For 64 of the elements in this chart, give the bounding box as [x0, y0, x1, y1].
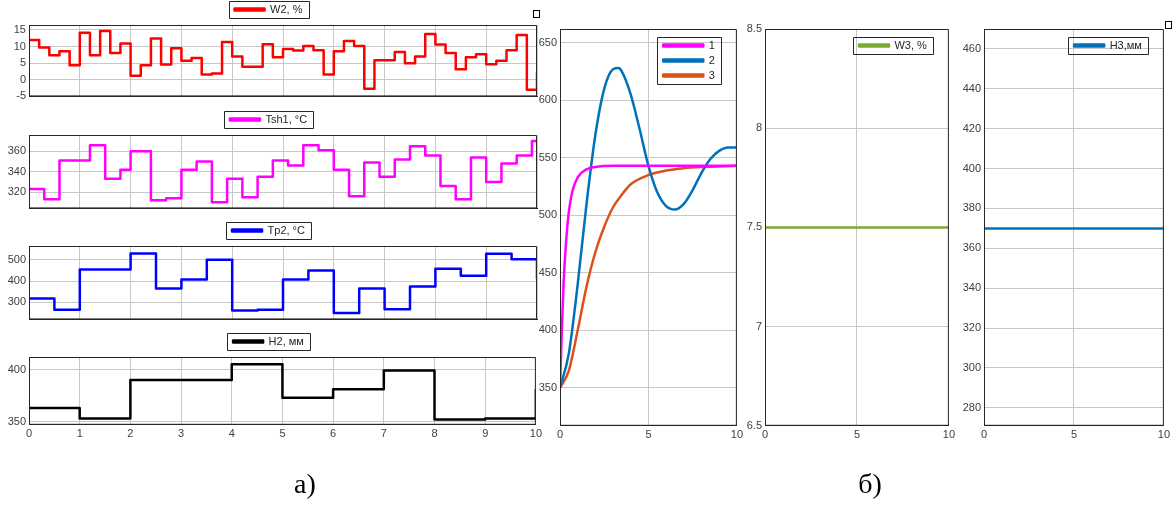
legend-label: W2, % — [270, 2, 303, 15]
legend-label: Tsh1, °C — [265, 112, 308, 125]
text: а) — [293, 468, 317, 500]
y-tick-label: 350 — [7, 414, 26, 427]
x-tick-label: 9 — [482, 427, 489, 440]
y-tick-label: 350 — [538, 380, 557, 393]
legend-label: Tp2, °C — [267, 223, 306, 236]
line-series — [560, 66, 737, 390]
x-tick-label: 10 — [1157, 428, 1171, 441]
y-tick-label: 10 — [13, 39, 26, 52]
text: б) — [857, 468, 883, 500]
x-tick-label: 1 — [76, 427, 83, 440]
y-tick-label: -5 — [16, 89, 26, 102]
x-tick-label: 5 — [853, 428, 860, 441]
y-tick-label: 460 — [962, 41, 981, 54]
y-tick-label: 300 — [7, 295, 26, 308]
y-tick-label: 400 — [7, 362, 26, 375]
legend-label: W3, % — [894, 38, 928, 51]
y-tick-label: 0 — [19, 72, 26, 85]
line-series — [560, 164, 737, 390]
y-tick-label: 320 — [7, 185, 26, 198]
y-tick-label: 360 — [7, 144, 26, 157]
legend-label: 3 — [708, 68, 715, 81]
y-tick-label: 8.5 — [746, 22, 762, 35]
y-tick-label: 8 — [755, 121, 762, 134]
y-tick-label: 380 — [962, 201, 981, 214]
x-tick-label: 10 — [942, 428, 956, 441]
legend-label: H3,мм — [1109, 38, 1142, 51]
x-tick-label: 3 — [178, 427, 185, 440]
y-tick-label: 400 — [962, 161, 981, 174]
y-tick-label: 500 — [7, 252, 26, 265]
y-tick-label: 7.5 — [746, 220, 762, 233]
y-tick-label: 450 — [538, 265, 557, 278]
y-tick-label: 400 — [538, 323, 557, 336]
x-tick-label: 4 — [228, 427, 235, 440]
y-tick-label: 6.5 — [746, 418, 762, 431]
y-tick-label: 550 — [538, 150, 557, 163]
legend-label: 1 — [708, 38, 715, 51]
y-tick-label: 360 — [962, 241, 981, 254]
y-tick-label: 500 — [538, 208, 557, 221]
y-tick-label: 5 — [19, 56, 26, 69]
x-tick-label: 5 — [279, 427, 286, 440]
x-tick-label: 10 — [529, 427, 543, 440]
y-tick-label: 280 — [962, 400, 981, 413]
x-tick-label: 8 — [431, 427, 438, 440]
x-tick-label: 5 — [645, 428, 652, 441]
y-tick-label: 340 — [962, 281, 981, 294]
x-tick-label: 2 — [127, 427, 134, 440]
y-tick-label: 650 — [538, 35, 557, 48]
x-tick-label: 10 — [730, 428, 744, 441]
y-tick-label: 300 — [962, 361, 981, 374]
y-tick-label: 15 — [13, 23, 26, 36]
y-tick-label: 420 — [962, 121, 981, 134]
legend-label: H2, мм — [268, 334, 304, 347]
legend-label: 2 — [708, 53, 715, 66]
x-tick-label: 7 — [380, 427, 387, 440]
y-tick-label: 7 — [755, 319, 762, 332]
y-tick-label: 440 — [962, 81, 981, 94]
y-tick-label: 340 — [7, 164, 26, 177]
y-tick-label: 320 — [962, 321, 981, 334]
y-tick-label: 400 — [7, 274, 26, 287]
x-tick-label: 6 — [330, 427, 337, 440]
x-tick-label: 5 — [1070, 428, 1077, 441]
y-tick-label: 600 — [538, 93, 557, 106]
